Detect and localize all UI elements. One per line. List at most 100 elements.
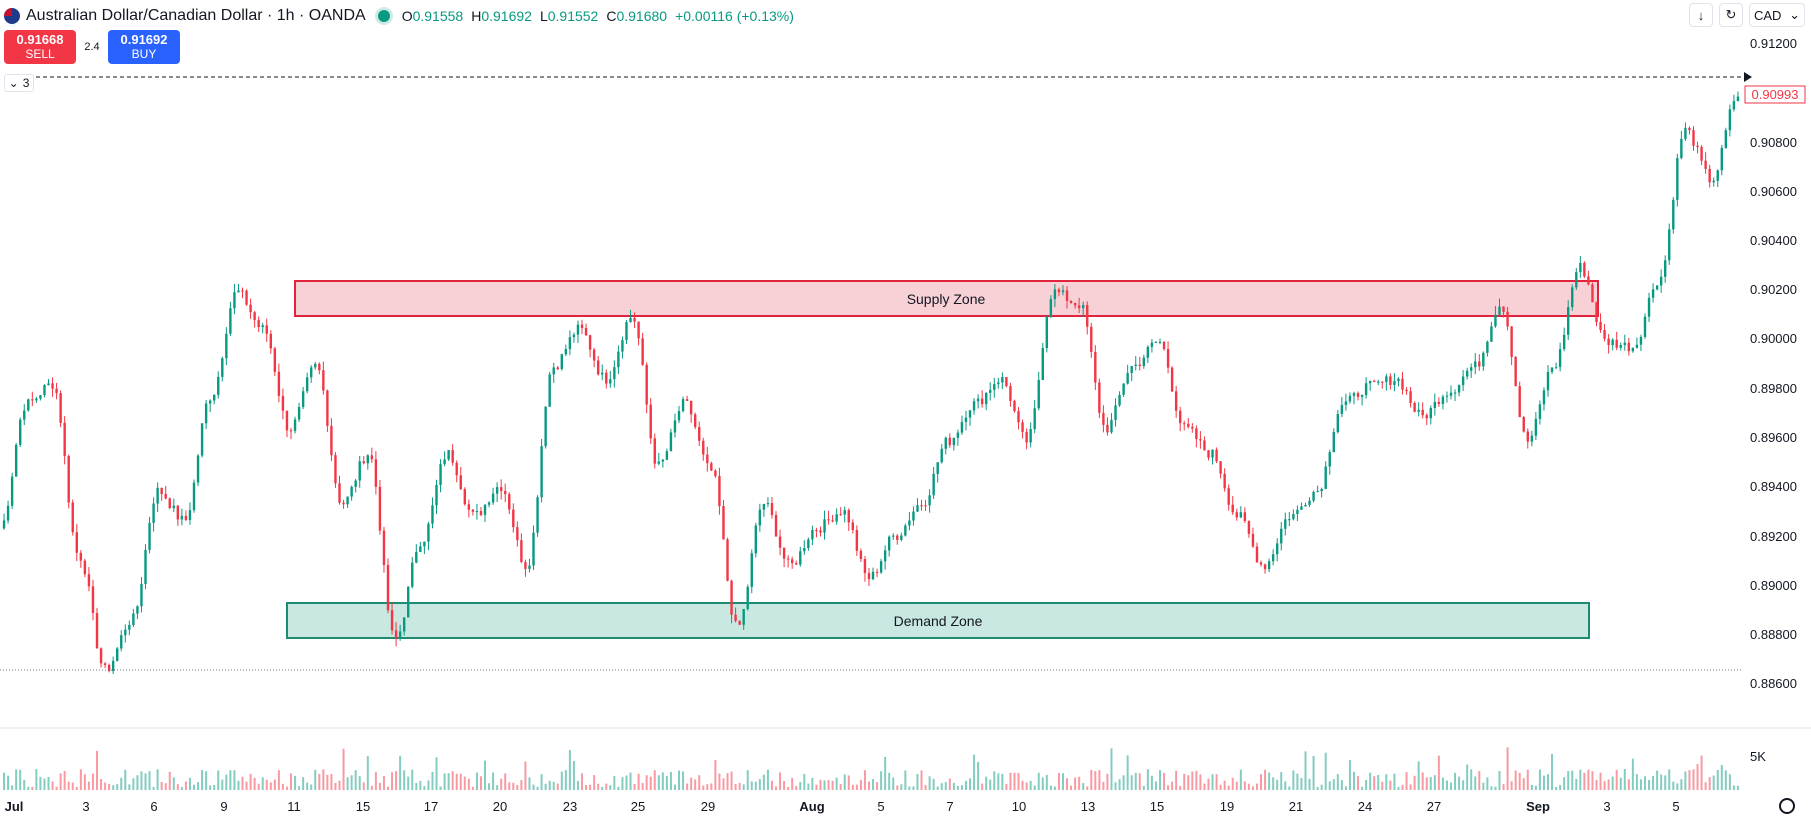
candle-body bbox=[1017, 411, 1020, 423]
candle-body bbox=[1550, 367, 1554, 372]
candle-body bbox=[55, 388, 58, 394]
candle-body bbox=[386, 565, 390, 611]
buy-button[interactable]: 0.91692 BUY bbox=[108, 30, 180, 64]
volume-bar bbox=[754, 781, 757, 790]
volume-bar bbox=[718, 773, 721, 790]
currency-select[interactable]: CAD ⌄ bbox=[1749, 3, 1805, 27]
candle-body bbox=[605, 372, 608, 384]
candle-body bbox=[192, 482, 196, 511]
volume-bar bbox=[443, 773, 446, 790]
refresh-icon[interactable]: ↻ bbox=[1719, 3, 1743, 27]
volume-bar bbox=[896, 785, 899, 790]
volume-bar bbox=[839, 784, 842, 790]
sell-button[interactable]: 0.91668 SELL bbox=[4, 30, 76, 64]
candle-body bbox=[51, 383, 54, 389]
price-axis-tick: 0.88800 bbox=[1750, 627, 1797, 642]
candle-body bbox=[1110, 419, 1113, 433]
volume-bar bbox=[863, 770, 866, 790]
volume-bar bbox=[1526, 769, 1529, 790]
volume-bar bbox=[1381, 781, 1384, 790]
candle-body bbox=[95, 613, 99, 649]
candle-body bbox=[27, 399, 30, 411]
candle-body bbox=[766, 503, 770, 505]
volume-bar bbox=[1061, 773, 1064, 790]
volume-bar bbox=[969, 778, 972, 790]
candle-body bbox=[645, 364, 648, 405]
candle-body bbox=[148, 523, 151, 550]
volume-bar bbox=[1324, 752, 1327, 790]
volume-bar bbox=[1199, 774, 1202, 790]
volume-bar bbox=[1623, 769, 1626, 790]
candle-body bbox=[172, 505, 175, 509]
volume-bar bbox=[645, 775, 648, 790]
candle-body bbox=[245, 290, 248, 305]
candle-body bbox=[10, 476, 14, 506]
symbol-title[interactable]: Australian Dollar/Canadian Dollar · 1h ·… bbox=[26, 7, 366, 24]
volume-bar bbox=[1102, 781, 1105, 790]
candle-body bbox=[916, 505, 919, 512]
candle-body bbox=[91, 586, 95, 614]
candle-body bbox=[487, 502, 491, 505]
volume-bar bbox=[415, 783, 418, 790]
volume-bar bbox=[1118, 779, 1121, 790]
volume-bar bbox=[391, 772, 394, 790]
candle-body bbox=[976, 398, 980, 402]
price-axis[interactable]: 0.91200 0.90800 0.90600 0.90400 0.90200 0.900… bbox=[1750, 36, 1797, 691]
settings-gear-icon[interactable] bbox=[1779, 798, 1795, 814]
volume-bar bbox=[100, 779, 103, 790]
volume-bar bbox=[1583, 772, 1586, 790]
candle-body bbox=[31, 399, 34, 401]
candle-body bbox=[1255, 546, 1259, 563]
volume-bar bbox=[1340, 780, 1343, 790]
volume-bar bbox=[669, 772, 672, 790]
candle-body bbox=[1174, 391, 1178, 411]
volume-bar bbox=[1409, 784, 1412, 790]
download-arrow-icon[interactable]: ↓ bbox=[1689, 3, 1713, 27]
candle-body bbox=[1659, 276, 1663, 286]
candle-body bbox=[1716, 170, 1719, 181]
volume-bar bbox=[1260, 774, 1263, 790]
volume-bar bbox=[605, 783, 608, 790]
volume-bar bbox=[585, 785, 588, 790]
volume-bar bbox=[1656, 770, 1659, 790]
indicators-toggle[interactable]: ⌄ 3 bbox=[4, 74, 34, 92]
volume-bar bbox=[318, 773, 321, 790]
candle-body bbox=[1356, 393, 1360, 397]
candle-body bbox=[786, 558, 790, 560]
volume-bar bbox=[237, 780, 240, 790]
candle-body bbox=[1631, 347, 1635, 352]
volume-bar bbox=[374, 772, 377, 790]
volume-bar bbox=[1057, 772, 1060, 790]
volume-bar bbox=[1688, 770, 1691, 790]
volume-bar bbox=[108, 783, 111, 790]
volume-bar bbox=[1724, 770, 1727, 790]
volume-bar bbox=[625, 775, 628, 790]
candle-body bbox=[314, 363, 317, 368]
demand-zone[interactable] bbox=[286, 602, 1590, 639]
candle-body bbox=[83, 560, 87, 575]
volume-bar bbox=[1482, 782, 1485, 790]
volume-bar bbox=[261, 777, 264, 790]
candle-body bbox=[1352, 393, 1356, 396]
candle-body bbox=[1591, 284, 1594, 303]
candle-body bbox=[354, 480, 357, 487]
volume-bar bbox=[290, 773, 293, 790]
volume-bar bbox=[1025, 782, 1028, 790]
candle-body bbox=[1736, 96, 1740, 102]
supply-zone[interactable] bbox=[294, 280, 1599, 317]
candle-body bbox=[948, 437, 952, 446]
candle-body bbox=[681, 399, 685, 412]
volume-bar bbox=[641, 783, 644, 790]
candle-body bbox=[132, 613, 135, 625]
time-axis[interactable]: Jul 3 6 9 11 15 17 20 23 25 29 Aug 5 7 10 13 15 19 21 24 27 S… bbox=[5, 799, 1680, 814]
volume-bar bbox=[51, 781, 54, 790]
volume-bar bbox=[851, 784, 854, 790]
time-axis-tick: 21 bbox=[1289, 799, 1303, 814]
volume-bar bbox=[888, 772, 891, 790]
candle-body bbox=[116, 648, 119, 661]
volume-bar bbox=[1563, 777, 1566, 790]
volume-bar bbox=[775, 786, 778, 790]
candle-body bbox=[754, 525, 758, 554]
candle-body bbox=[1397, 378, 1400, 382]
